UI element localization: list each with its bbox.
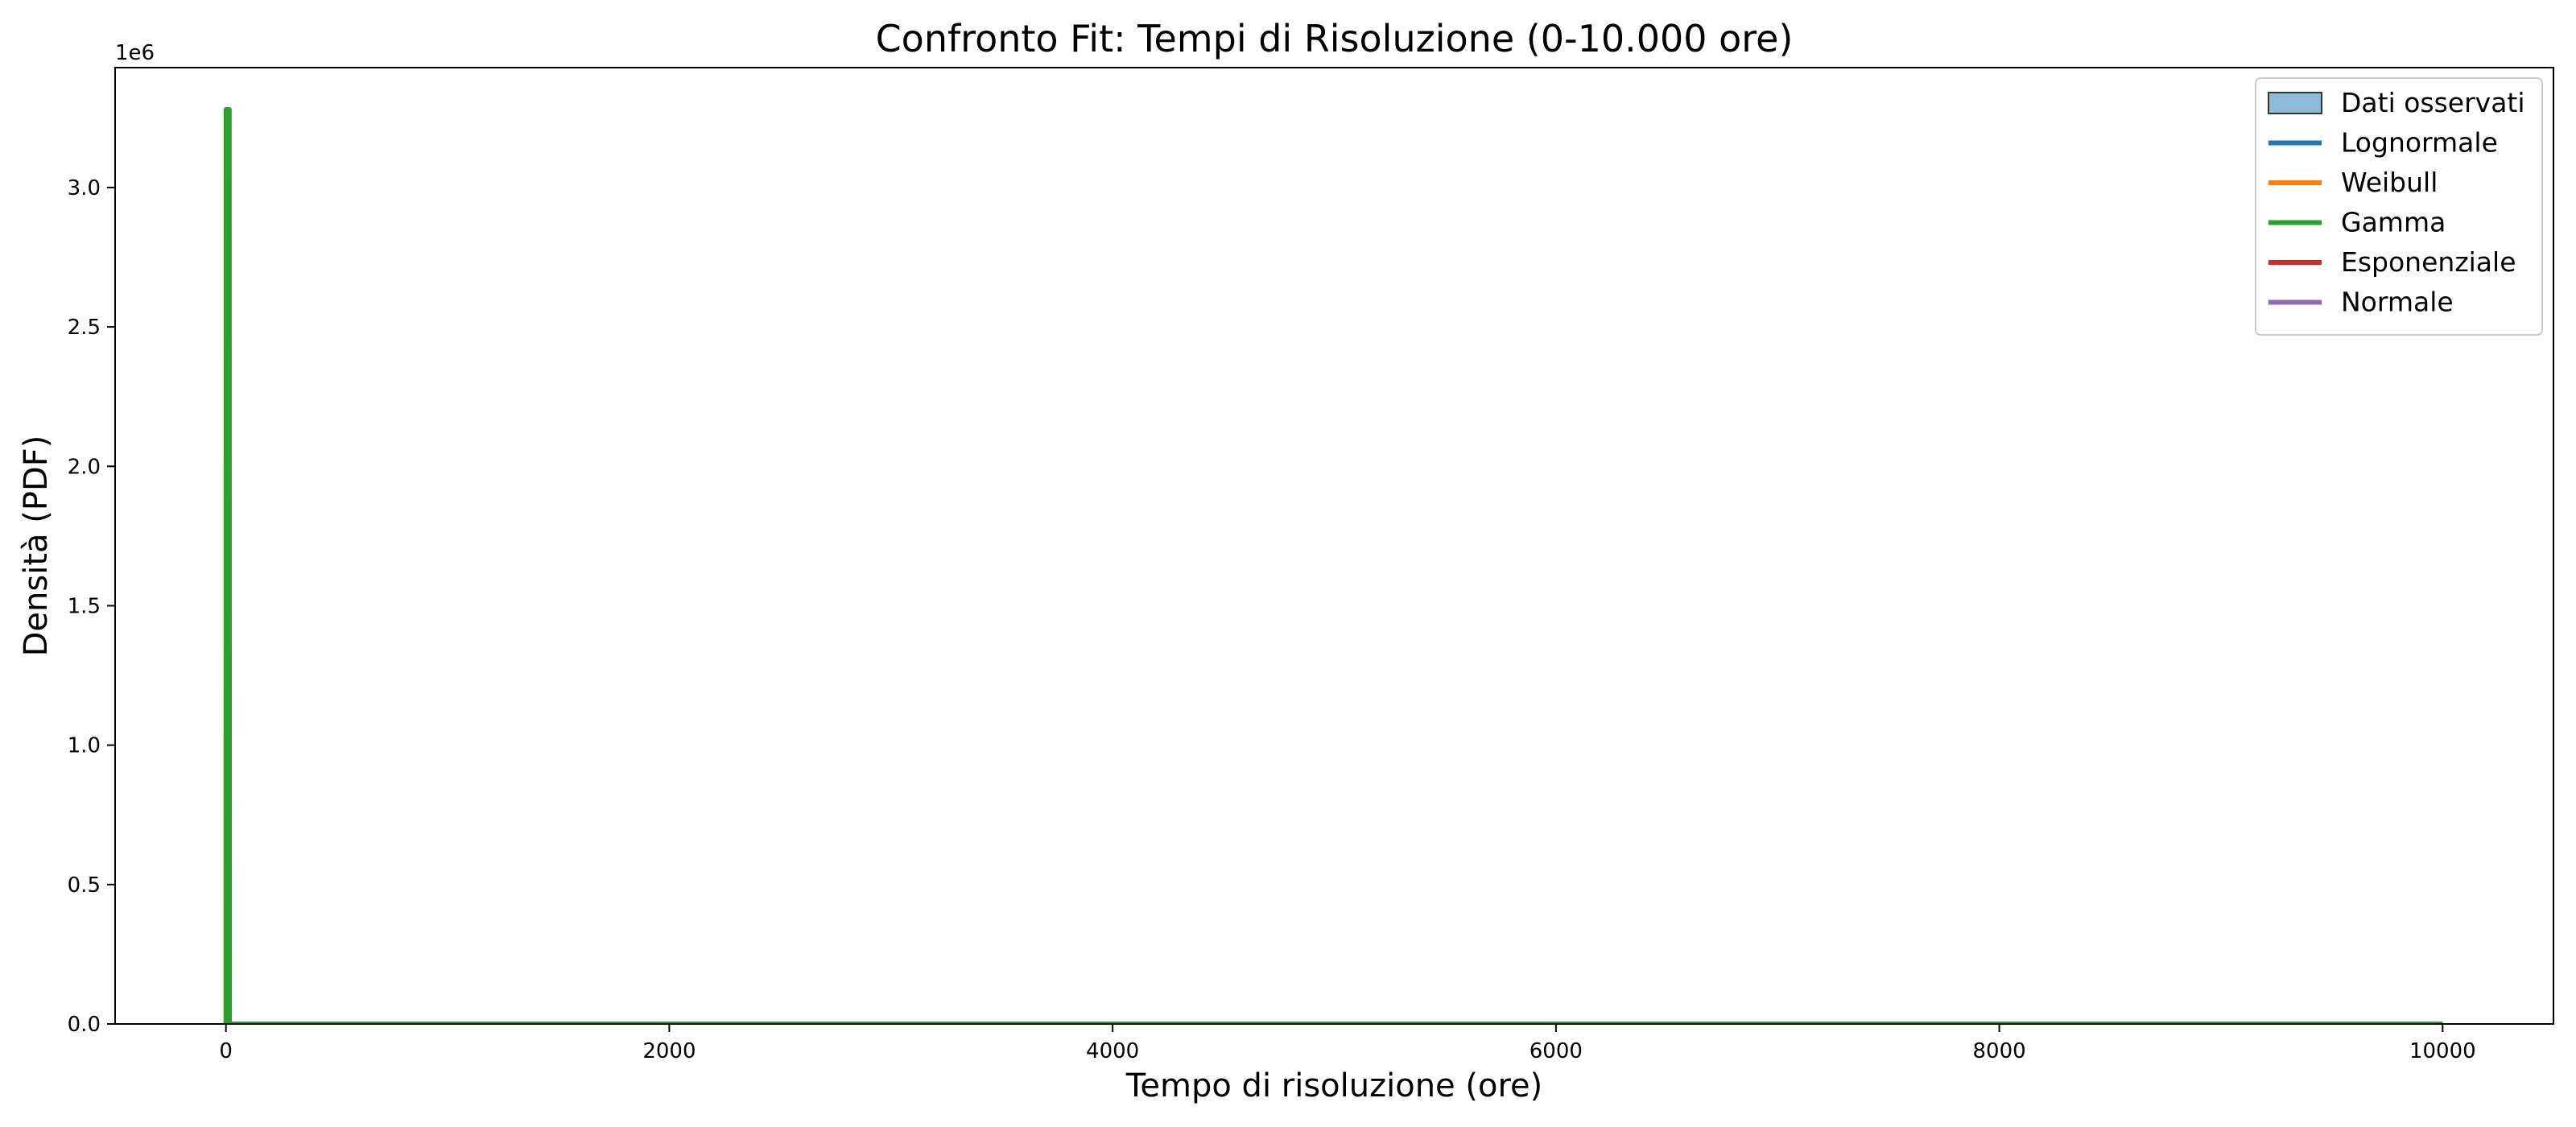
- x-tick-label: 10000: [2409, 1039, 2476, 1063]
- x-axis-ticks: 0 2000 4000 6000 8000 10000: [219, 1024, 2476, 1063]
- y-tick-label: 2.0: [68, 455, 101, 479]
- legend-label: Normale: [2341, 287, 2454, 318]
- x-tick-label: 4000: [1086, 1039, 1139, 1063]
- y-tick-label: 3.0: [68, 176, 101, 200]
- legend-label: Gamma: [2341, 207, 2446, 238]
- x-tick-label: 6000: [1530, 1039, 1583, 1063]
- chart-title: Confronto Fit: Tempi di Risoluzione (0-1…: [876, 17, 1794, 60]
- x-tick-label: 8000: [1973, 1039, 2026, 1063]
- y-tick-label: 1.0: [68, 734, 101, 758]
- legend-label: Weibull: [2341, 167, 2438, 198]
- x-tick-label: 2000: [642, 1039, 696, 1063]
- legend-label: Esponenziale: [2341, 246, 2516, 278]
- x-axis-label: Tempo di risoluzione (ore): [1125, 1067, 1542, 1104]
- y-tick-label: 1.5: [68, 594, 101, 618]
- legend-label: Lognormale: [2341, 127, 2498, 159]
- y-axis-ticks: 0.0 0.5 1.0 1.5 2.0 2.5 3.0: [68, 176, 115, 1037]
- y-axis-label: Densità (PDF): [18, 436, 55, 657]
- y-axis-offset-label: 1e6: [115, 41, 155, 65]
- y-tick-label: 0.0: [68, 1013, 101, 1037]
- legend-frame: [2255, 77, 2543, 336]
- legend-label: Dati osservati: [2341, 87, 2525, 118]
- x-tick-label: 0: [219, 1039, 233, 1063]
- plot-area-frame: [114, 67, 2554, 1025]
- y-tick-label: 0.5: [68, 873, 101, 898]
- legend-swatch-histogram: [2268, 92, 2322, 114]
- legend: Dati osservati Lognormale Weibull Gamma Espo…: [2255, 77, 2543, 336]
- y-tick-label: 2.5: [68, 316, 101, 340]
- series-line-gamma: [223, 106, 2443, 1024]
